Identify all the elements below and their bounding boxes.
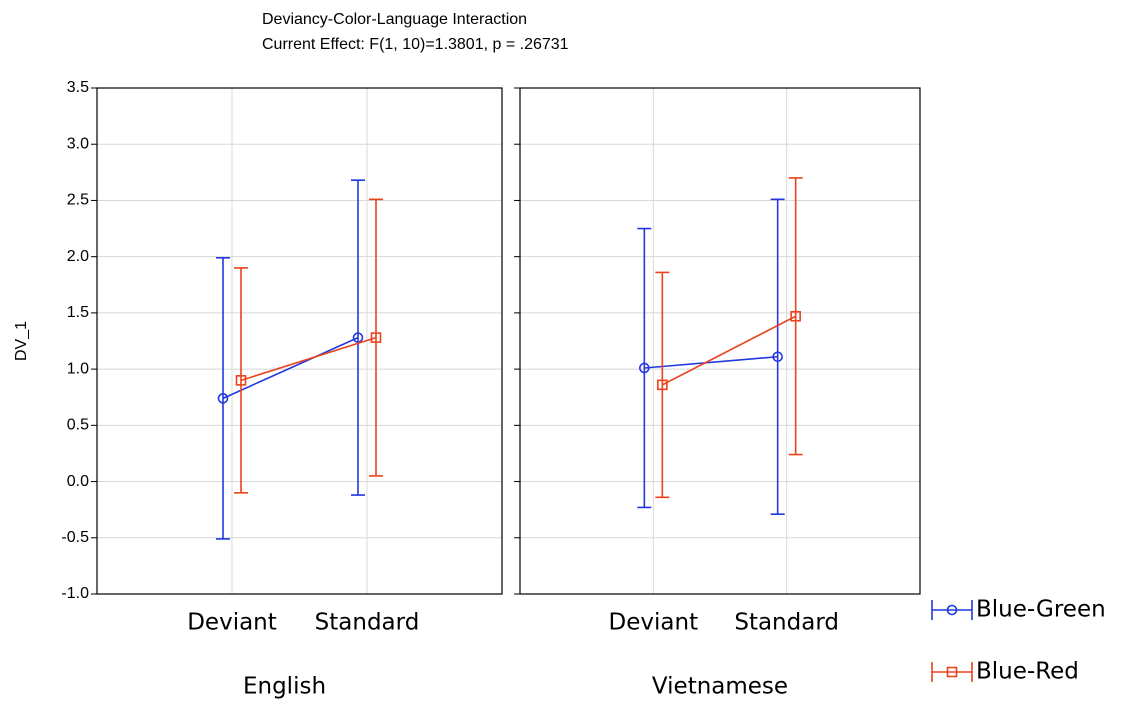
y-tick-label: 0.0: [67, 473, 89, 490]
data-point: [235, 375, 247, 386]
legend-label: Blue-Green: [976, 597, 1106, 623]
error-bar: [216, 256, 230, 540]
plot-frame: [519, 87, 921, 595]
x-tick-label: Deviant: [187, 610, 277, 636]
series-line: [240, 336, 377, 382]
legend-marker: [946, 604, 958, 616]
series-line: [644, 355, 778, 369]
error-bar: [770, 198, 785, 515]
error-bar: [637, 227, 652, 509]
error-bar: [655, 271, 670, 499]
legend-symbol: [931, 600, 973, 620]
chart-subtitle: Current Effect: F(1, 10)=1.3801, p = .26…: [262, 36, 569, 53]
y-tick-label: -1.0: [61, 585, 89, 602]
y-axis-label: DV_1: [13, 321, 30, 361]
data-point: [772, 351, 783, 363]
panel-label: English: [243, 674, 326, 700]
error-bar: [788, 177, 803, 456]
data-point: [639, 362, 650, 374]
data-point: [790, 310, 801, 322]
legend-label: Blue-Red: [976, 659, 1079, 685]
x-tick-label: Standard: [734, 610, 839, 636]
data-point: [370, 332, 382, 343]
error-bar: [351, 179, 365, 496]
y-tick-label: 1.5: [67, 304, 89, 321]
x-tick-label: Standard: [315, 610, 420, 636]
x-tick-label: Deviant: [609, 610, 699, 636]
series-line: [661, 315, 797, 386]
y-tick-label: 3.5: [67, 79, 89, 96]
error-bar: [369, 198, 383, 477]
legend-symbol: [931, 662, 973, 682]
chart-title: Deviancy-Color-Language Interaction: [262, 11, 527, 28]
y-tick-label: 2.5: [67, 192, 89, 209]
legend-marker: [946, 666, 958, 678]
panel-label: Vietnamese: [652, 674, 788, 700]
y-tick-label: 0.5: [67, 417, 89, 434]
y-tick-label: -0.5: [61, 529, 89, 546]
data-point: [217, 393, 229, 404]
y-tick-label: 2.0: [67, 248, 89, 265]
y-tick-label: 3.0: [67, 135, 89, 152]
y-tick-label: 1.0: [67, 360, 89, 377]
plot-frame: [96, 87, 503, 595]
data-point: [657, 379, 668, 391]
error-bar: [234, 267, 248, 494]
series-line: [222, 336, 359, 400]
data-point: [352, 332, 364, 343]
